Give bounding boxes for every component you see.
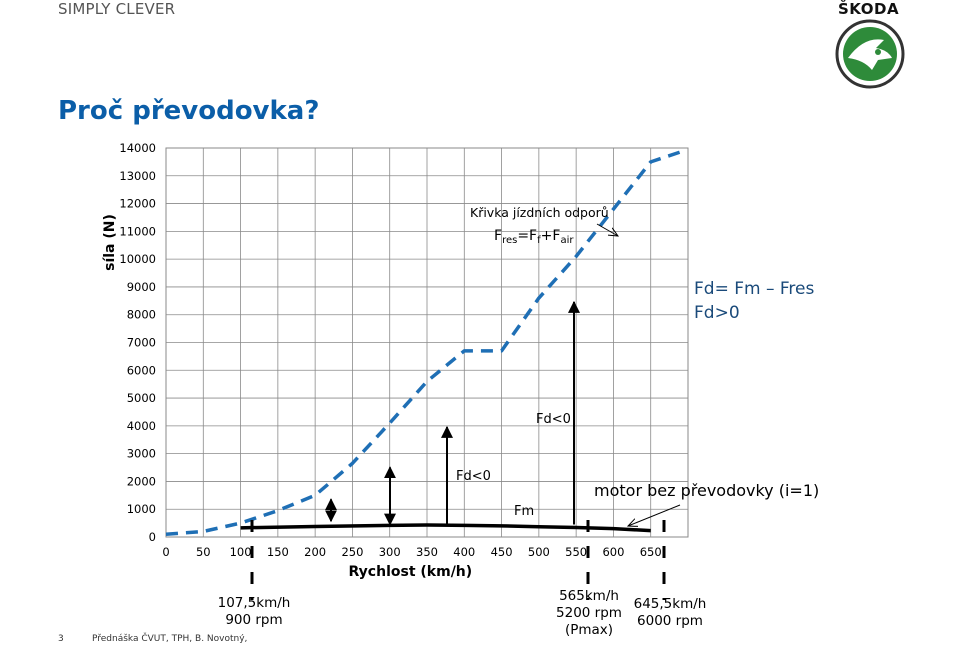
y-axis-label: síla (N) [102, 214, 118, 271]
fd-equation-label: Fd= Fm – Fres [694, 279, 814, 299]
x-axis-label: Rychlost (km/h) [349, 564, 473, 580]
x-tick-label: 350 [416, 545, 438, 559]
x-tick-label: 250 [341, 545, 363, 559]
brand-name: ŠKODA [838, 0, 900, 18]
force-arrows [325, 300, 580, 526]
x-tick-label: 150 [267, 545, 289, 559]
speed-marker-label: (Pmax) [565, 622, 613, 638]
fm-label: Fm [514, 504, 534, 519]
x-tick-label: 400 [453, 545, 475, 559]
brand-slogan: SIMPLY CLEVER [58, 0, 176, 18]
x-tick-label: 500 [528, 545, 550, 559]
skoda-logo-icon [835, 19, 905, 89]
x-tick-label: 0 [162, 545, 169, 559]
x-tick-label: 300 [379, 545, 401, 559]
x-tick-label: 50 [196, 545, 211, 559]
x-tick-label: 650 [640, 545, 662, 559]
speed-marker-label: 6000 rpm [637, 613, 703, 629]
y-tick-label: 8000 [127, 308, 156, 322]
y-tick-label: 3000 [127, 447, 156, 461]
x-tick-labels: 0 50 100 150 200 250 300 350 400 450 500 550 600 650 [162, 545, 661, 559]
x-tick-label: 100 [230, 545, 252, 559]
y-tick-label: 14000 [119, 141, 156, 155]
y-tick-label: 11000 [119, 224, 156, 238]
x-tick-label: 550 [565, 545, 587, 559]
y-tick-label: 6000 [127, 363, 156, 377]
y-tick-label: 7000 [127, 336, 156, 350]
curve-label: Křivka jízdních odporů [470, 205, 609, 220]
series-group [165, 149, 685, 536]
y-tick-label: 9000 [127, 280, 156, 294]
y-tick-label: 0 [149, 530, 156, 544]
resistance-curve-line [165, 149, 685, 536]
x-tick-label: 450 [491, 545, 513, 559]
formula-label: Fres=Ff+Fair [494, 228, 574, 246]
speed-marker-label: 900 rpm [225, 612, 282, 628]
motor-label: motor bez převodovky (i=1) [594, 481, 819, 500]
motor-label-pointer [628, 504, 681, 526]
page-title: Proč převodovka? [58, 96, 320, 126]
motor-force-line [240, 523, 651, 533]
speed-marker-label: 645,5km/h [634, 596, 707, 612]
y-tick-label: 12000 [119, 197, 156, 211]
x-tick-label: 200 [304, 545, 326, 559]
y-tick-label: 2000 [127, 474, 156, 488]
curve-label-pointer [596, 223, 618, 236]
page-number: 3 [58, 634, 64, 644]
speed-marker-label: 5200 rpm [556, 605, 622, 621]
fd-negative-label-lower: Fd<0 [456, 469, 491, 484]
y-tick-label: 4000 [127, 419, 156, 433]
fd-positive-label: Fd>0 [694, 303, 740, 323]
y-tick-label: 5000 [127, 391, 156, 405]
chart-grid [165, 147, 689, 538]
y-tick-label: 13000 [119, 169, 156, 183]
x-tick-label: 600 [602, 545, 624, 559]
y-tick-label: 1000 [127, 502, 156, 516]
speed-marker-label: 565km/h [559, 588, 619, 604]
speed-marker-label: 107,5km/h [218, 595, 291, 611]
fd-negative-label-upper: Fd<0 [536, 412, 571, 427]
y-tick-label: 10000 [119, 252, 156, 266]
footer-text: Přednáška ČVUT, TPH, B. Novotný, [92, 634, 248, 644]
y-tick-labels: 0 1000 2000 3000 4000 5000 6000 7000 8000 9000 100… [119, 141, 156, 544]
